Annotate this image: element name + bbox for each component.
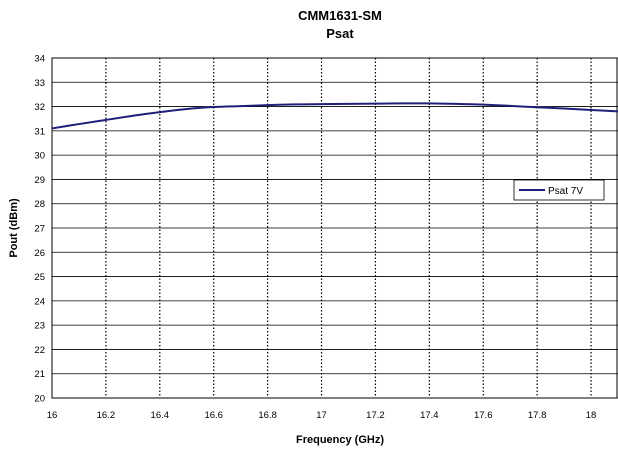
y-tick-label: 24 bbox=[34, 296, 45, 307]
x-tick-label: 17.4 bbox=[420, 410, 439, 421]
legend-box bbox=[513, 179, 605, 201]
y-tick-label: 27 bbox=[34, 224, 45, 235]
x-tick-label: 17.8 bbox=[528, 410, 547, 421]
chart-title: CMM1631-SM bbox=[298, 8, 382, 23]
y-tick-label: 20 bbox=[34, 394, 45, 405]
y-axis-ticks: 20 21 22 23 24 25 26 27 28 29 30 31 32 33 34 bbox=[34, 54, 45, 405]
x-axis-label: Frequency (GHz) bbox=[296, 434, 384, 446]
y-tick-label: 22 bbox=[34, 345, 45, 356]
y-tick-label: 29 bbox=[34, 175, 45, 186]
series-line-psat-7v bbox=[51, 102, 618, 130]
y-tick-label: 30 bbox=[34, 151, 45, 162]
y-tick-label: 21 bbox=[34, 369, 45, 380]
horizontal-gridlines bbox=[52, 57, 618, 399]
x-tick-label: 18 bbox=[586, 410, 597, 421]
x-tick-label: 16.4 bbox=[151, 410, 170, 421]
x-tick-label: 17 bbox=[316, 410, 327, 421]
legend-label: Psat 7V bbox=[548, 186, 583, 197]
y-tick-label: 28 bbox=[34, 199, 45, 210]
vertical-gridlines bbox=[105, 58, 592, 398]
y-tick-label: 32 bbox=[34, 102, 45, 113]
y-tick-label: 25 bbox=[34, 272, 45, 283]
y-axis-label: Pout (dBm) bbox=[8, 198, 20, 258]
y-tick-label: 33 bbox=[34, 78, 45, 89]
chart-subtitle: Psat bbox=[326, 26, 354, 41]
y-tick-label: 31 bbox=[34, 126, 45, 137]
x-tick-label: 17.2 bbox=[366, 410, 385, 421]
legend: Psat 7V bbox=[513, 179, 605, 201]
x-tick-label: 16 bbox=[47, 410, 58, 421]
x-tick-label: 17.6 bbox=[474, 410, 493, 421]
x-axis-ticks: 16 16.2 16.4 16.6 16.8 17 17.2 17.4 17.6 17.8 18 bbox=[47, 410, 597, 421]
y-tick-label: 34 bbox=[34, 54, 45, 65]
x-tick-label: 16.6 bbox=[204, 410, 223, 421]
x-tick-label: 16.2 bbox=[97, 410, 116, 421]
x-tick-label: 16.8 bbox=[258, 410, 277, 421]
y-tick-label: 26 bbox=[34, 248, 45, 259]
y-tick-label: 23 bbox=[34, 321, 45, 332]
plot-area-frame bbox=[51, 57, 618, 399]
